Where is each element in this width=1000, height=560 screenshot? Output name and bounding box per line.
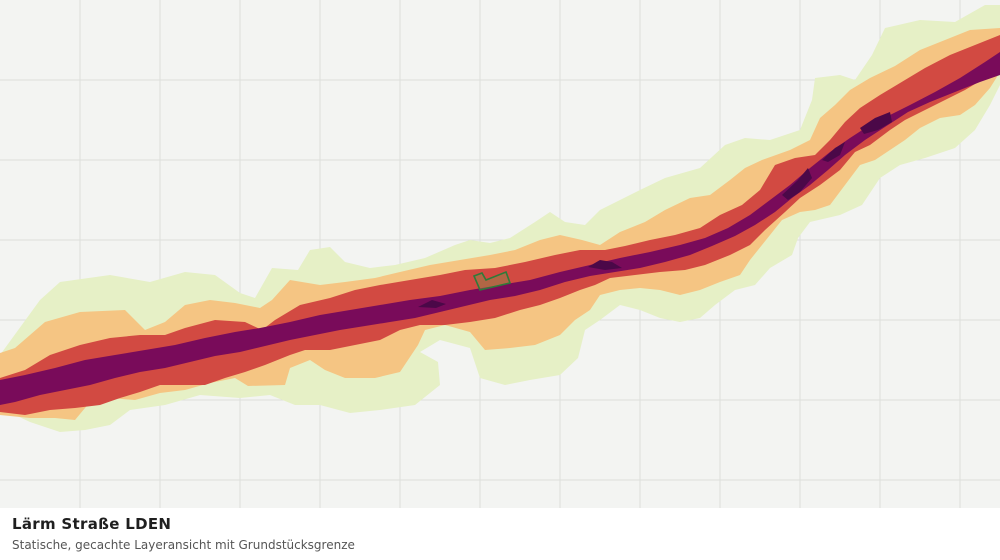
noise-peak-spot — [860, 112, 892, 134]
noise-peak-spot — [822, 142, 845, 162]
map-view[interactable] — [0, 0, 1000, 508]
noise-peak-spot — [588, 260, 622, 270]
parcel-boundary[interactable] — [472, 270, 512, 291]
noise-peak-spot — [418, 300, 446, 308]
noise-peak-spot — [782, 168, 812, 200]
map-caption: Lärm Straße LDEN Statische, gecachte Lay… — [0, 508, 1000, 560]
map-title: Lärm Straße LDEN — [12, 515, 172, 533]
noise-band-mid — [0, 28, 1000, 420]
noise-band-core — [0, 52, 1000, 405]
noise-map-canvas[interactable] — [0, 0, 1000, 508]
map-subtitle: Statische, gecachte Layeransicht mit Gru… — [12, 538, 355, 552]
